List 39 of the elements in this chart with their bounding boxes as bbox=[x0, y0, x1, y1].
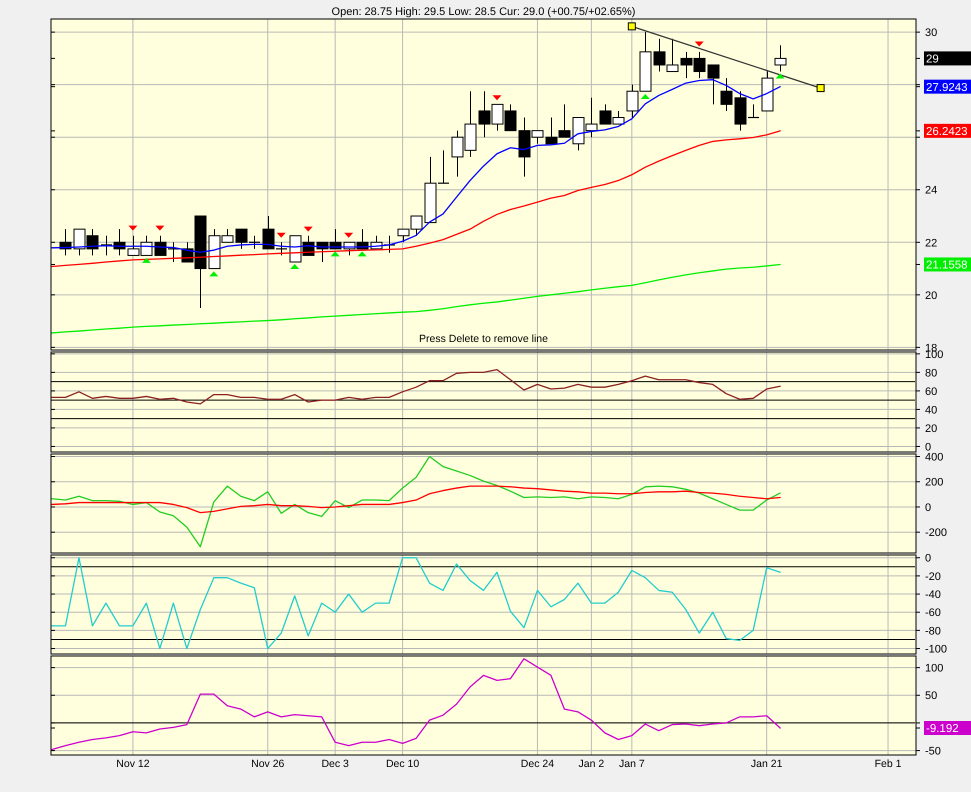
y-tick-label: -9.192 bbox=[926, 723, 959, 736]
x-tick-label: Dec 24 bbox=[520, 758, 554, 770]
y-tick-label: -200 bbox=[925, 527, 948, 540]
y-tick-label: 29 bbox=[926, 54, 939, 66]
x-tick-label: Jan 7 bbox=[618, 758, 645, 770]
y-tick-label: -50 bbox=[925, 746, 941, 758]
y-tick-label: 100 bbox=[925, 662, 944, 675]
y-tick-label: -100 bbox=[925, 644, 948, 656]
chart-subtitle: Open: 28.75 High: 29.5 Low: 28.5 Cur: 29.0 (+00.75/+02.65%) bbox=[332, 6, 636, 18]
y-tick-label: 100 bbox=[925, 348, 944, 361]
x-tick-label: Feb 1 bbox=[874, 758, 902, 770]
y-tick-label: 22 bbox=[925, 237, 938, 250]
y-tick-label: 0 bbox=[925, 441, 932, 454]
x-tick-label: Jan 2 bbox=[578, 758, 604, 770]
x-tick-label: Jan 21 bbox=[750, 758, 783, 770]
y-tick-label: 26.2423 bbox=[926, 126, 968, 138]
y-tick-label: 200 bbox=[925, 476, 944, 489]
y-tick-label: -40 bbox=[925, 589, 941, 602]
x-tick-label: Nov 26 bbox=[251, 758, 285, 770]
y-tick-label: 400 bbox=[925, 451, 944, 464]
y-tick-label: 60 bbox=[925, 386, 938, 398]
y-tick-label: 20 bbox=[925, 422, 938, 435]
y-tick-label: 21.1558 bbox=[926, 260, 968, 272]
y-tick-label: 50 bbox=[925, 690, 938, 702]
y-tick-label: -60 bbox=[925, 607, 941, 620]
y-tick-label: 20 bbox=[925, 290, 938, 302]
y-tick-label: 0 bbox=[925, 502, 932, 514]
x-tick-label: Nov 12 bbox=[116, 758, 150, 770]
annotation: Press Delete to remove line bbox=[419, 333, 548, 345]
x-tick-label: Dec 3 bbox=[321, 758, 350, 770]
x-tick-label: Dec 10 bbox=[386, 758, 420, 770]
y-tick-label: 30 bbox=[925, 27, 938, 40]
y-tick-label: 40 bbox=[925, 404, 938, 416]
y-tick-label: -20 bbox=[925, 570, 941, 583]
y-tick-label: 27.9243 bbox=[926, 82, 968, 94]
y-tick-label: -80 bbox=[925, 625, 941, 638]
y-tick-label: 24 bbox=[925, 184, 938, 197]
y-tick-label: 80 bbox=[925, 367, 938, 380]
y-tick-label: 0 bbox=[925, 552, 932, 565]
